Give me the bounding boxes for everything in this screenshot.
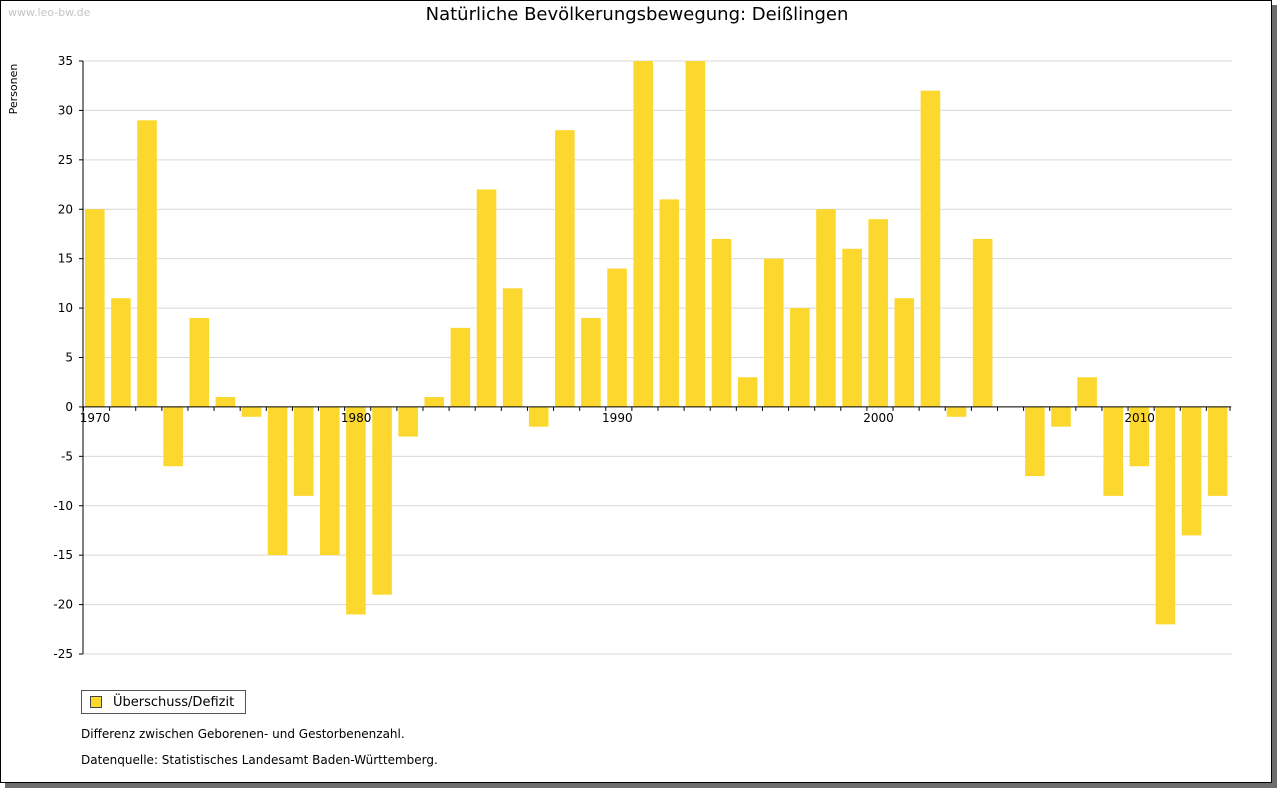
bar [555,130,575,407]
bar [920,90,941,407]
y-tick-label: -20 [53,598,73,612]
bar [320,406,340,556]
y-tick-label: -10 [53,499,73,513]
bar [189,317,210,407]
x-tick-label: 2010 [1124,411,1155,425]
bar [816,209,836,407]
bar [502,288,523,407]
watermark: www.leo-bw.de [8,6,91,19]
y-tick-label: 20 [58,202,73,216]
y-tick-label: 35 [58,54,73,68]
bar [476,189,497,407]
bar [737,377,758,407]
bar [685,61,706,407]
y-tick-label: 5 [65,351,73,365]
bar [1103,406,1124,496]
bars [85,61,1228,625]
bar [137,120,157,407]
legend: Überschuss/Defizit [81,690,247,714]
bar [267,406,288,556]
bar [1025,406,1045,477]
bar [346,406,366,615]
bar [868,219,888,407]
bar [763,258,784,407]
y-tick-label: -15 [53,548,73,562]
bar [1207,406,1228,496]
bar [372,406,392,595]
x-tick-label: 2000 [863,411,894,425]
bar [633,61,653,407]
bar [842,248,862,407]
legend-swatch [90,696,102,708]
chart-title: Natürliche Bevölkerungsbewegung: Deißlin… [425,4,849,25]
x-tick-label: 1990 [602,411,633,425]
bar [398,406,418,437]
bar [711,238,732,407]
note-description: Differenz zwischen Geborenen- und Gestor… [81,727,405,741]
y-tick-label: 15 [58,252,73,266]
x-tick-label: 1970 [80,411,111,425]
bar [111,298,131,407]
y-tick-label: -25 [53,647,73,661]
bar [659,199,680,407]
grid-lines [83,60,1232,655]
bar [1129,406,1150,467]
bar [1077,377,1097,407]
bar [946,406,967,417]
bar [1181,406,1202,536]
y-tick-label: 25 [58,153,73,167]
x-tick-label: 1980 [341,411,372,425]
bar [607,268,627,407]
y-tick-label: -5 [61,449,73,463]
bar [424,397,445,407]
bar [972,238,993,407]
bar [450,327,471,407]
axes [79,60,1231,655]
y-axis-title: Personen [7,64,20,115]
bar [241,406,262,417]
bar [85,209,105,407]
bar [581,317,601,407]
note-source: Datenquelle: Statistisches Landesamt Bad… [81,753,438,767]
bar [528,406,549,427]
bar [215,397,236,407]
bar [1051,406,1071,427]
axis-labels: 35 30 25 20 15 10 5 0 -5 -10 -15 -20 -25 1970 1980 1990… [7,54,1155,661]
bar [790,308,810,407]
chart-plot: 35 30 25 20 15 10 5 0 -5 -10 -15 -20 -25 1970 1980 1990… [7,54,1232,661]
bar [293,406,314,496]
bar [163,406,183,467]
y-tick-label: 30 [58,103,73,117]
bar [1155,406,1176,625]
legend-label: Überschuss/Defizit [113,694,235,710]
y-tick-label: 10 [58,301,73,315]
bar [894,298,915,407]
y-tick-label: 0 [65,400,73,414]
